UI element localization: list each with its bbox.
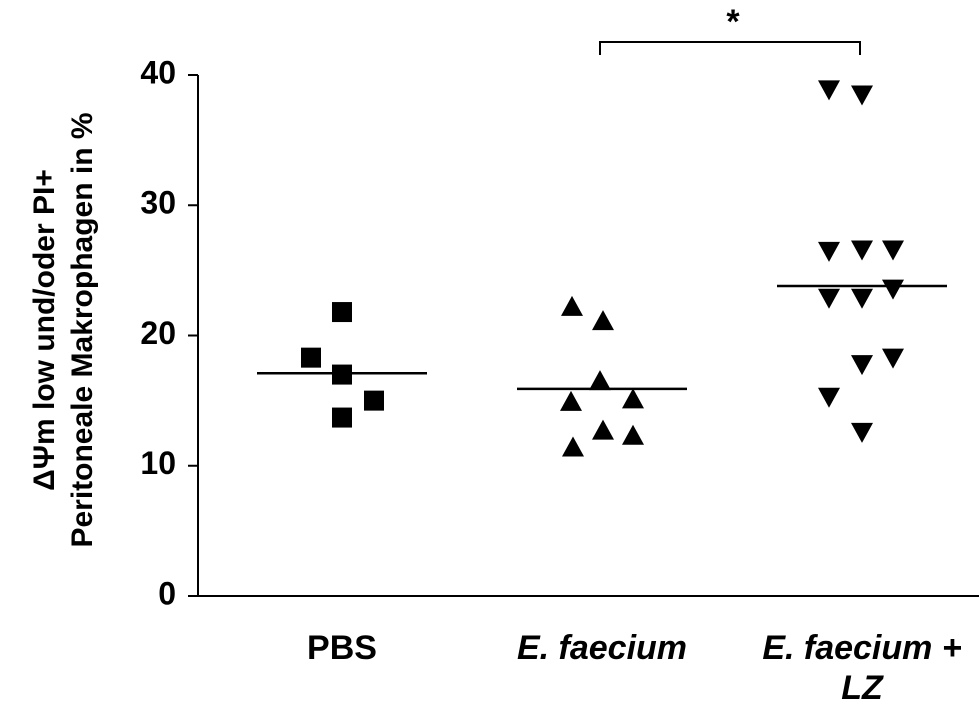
point [589, 370, 611, 391]
point [882, 240, 904, 261]
y-tick-label: 10 [140, 445, 176, 481]
point [882, 279, 904, 300]
point [851, 422, 873, 443]
y-tick-label: 20 [140, 315, 176, 351]
point [301, 347, 321, 368]
point [851, 85, 873, 106]
x-tick-label: PBS [307, 629, 377, 667]
point [562, 436, 584, 457]
point [332, 407, 352, 428]
point [592, 419, 614, 440]
point [818, 387, 840, 408]
x-tick-label: E. faecium [516, 629, 688, 667]
y-label: Peritoneale Makrophagen in % [66, 112, 99, 547]
point [332, 302, 352, 323]
point [882, 348, 904, 369]
point [851, 288, 873, 309]
point [560, 390, 582, 411]
y-tick-label: 0 [158, 575, 176, 611]
significance-bracket [599, 41, 861, 55]
x-tick-label: E. faecium + LZ [762, 629, 962, 707]
y-label: ΔΨm low und/oder PI+ [28, 169, 61, 491]
point [622, 424, 644, 445]
point [364, 390, 384, 411]
y-tick-label: 30 [140, 185, 176, 221]
point [851, 355, 873, 376]
point [622, 388, 644, 409]
point [818, 288, 840, 309]
point [851, 240, 873, 261]
significance-label: * [726, 3, 740, 41]
point [818, 80, 840, 101]
point [561, 295, 583, 316]
point [592, 310, 614, 331]
point [818, 241, 840, 262]
y-tick-label: 40 [140, 54, 176, 90]
point [332, 364, 352, 385]
